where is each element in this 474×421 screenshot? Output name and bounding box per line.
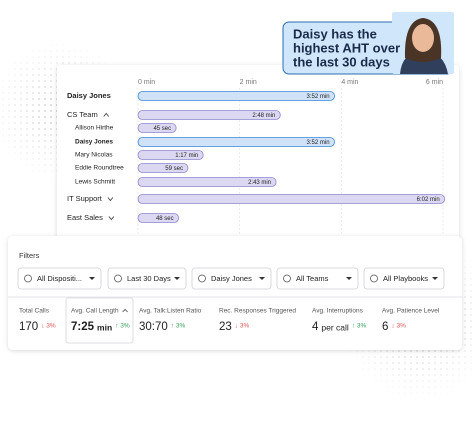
filter-option: Last 30 Days — [127, 274, 171, 283]
row-label: CS Team — [67, 110, 98, 119]
metric-value: 6 — [382, 321, 388, 333]
filter-dropdown[interactable] — [276, 267, 359, 290]
metric-unit: per call — [321, 322, 349, 332]
dropdown-caret — [346, 277, 352, 280]
x-tick-label: 4 min — [341, 79, 358, 86]
row-label: Lewis Schmitt — [75, 179, 115, 186]
metric-label: Avg. Interruptions — [312, 308, 364, 315]
row-label: Daisy Jones — [67, 91, 111, 100]
chart: 0 min 2 min 4 min 6 min Daisy Jones 3:52 min C… — [67, 79, 446, 240]
sort-caret[interactable] — [122, 308, 128, 313]
metric-unit: min — [97, 322, 112, 332]
dropdown-caret — [259, 277, 265, 280]
callout-line: the last 30 days — [293, 54, 390, 69]
expand-caret[interactable] — [108, 216, 115, 221]
dropdown-caret — [89, 277, 95, 280]
filter-option: Daisy Jones — [211, 274, 252, 283]
metric-label: Avg. Patience Level — [382, 308, 440, 315]
bar — [137, 163, 189, 173]
bar-label: 3:52 min — [307, 94, 330, 100]
bar-label: 3:52 min — [307, 140, 330, 146]
bar — [137, 177, 277, 187]
x-tick-label: 6 min — [426, 79, 443, 86]
metric-label: Rec. Responses Triggered — [219, 308, 296, 315]
filter-icon — [198, 274, 206, 283]
expand-caret[interactable] — [103, 112, 110, 117]
metric-delta: ↑ 3% — [352, 323, 367, 330]
x-tick-label: 2 min — [240, 79, 257, 86]
bar — [137, 194, 446, 204]
row-label: East Sales — [67, 213, 103, 222]
metric-value: 170 — [19, 321, 38, 333]
callout-line: highest AHT over — [293, 40, 400, 55]
bar-label: 2:43 min — [248, 180, 271, 186]
row-label: Daisy Jones — [75, 139, 113, 146]
bar — [137, 123, 177, 133]
bar — [137, 150, 204, 160]
callout-line: Daisy has the — [293, 26, 377, 41]
bar-label: 59 sec — [165, 166, 183, 172]
row-label: Allison Hirthe — [75, 125, 114, 132]
bar-label: 45 sec — [153, 126, 171, 132]
bar-label: 6:02 min — [417, 197, 440, 203]
metric-value: 7:25 — [71, 321, 95, 333]
bar-label: 1:17 min — [175, 153, 198, 159]
bar — [137, 110, 281, 120]
filters: Filters All Dispositi... Last 30 Days Daisy… — [17, 251, 445, 290]
filter-icon — [370, 274, 378, 283]
metric-delta: ↑ 3% — [115, 323, 130, 330]
metric-value: 4 — [312, 321, 319, 333]
filter-dropdown[interactable] — [191, 267, 272, 290]
bar-label: 2:48 min — [252, 113, 275, 119]
filter-dropdown[interactable] — [107, 267, 187, 290]
filter-dropdown[interactable] — [17, 267, 102, 290]
row-label: IT Support — [67, 194, 103, 203]
row-label: Mary Nicolas — [75, 152, 113, 159]
bar — [137, 137, 335, 147]
metric-label: Avg. Call Length — [71, 308, 119, 315]
metric-value: 30:70 — [139, 321, 168, 333]
bar — [137, 213, 180, 223]
filter-option: All Playbooks — [383, 274, 428, 283]
filter-dropdown[interactable] — [363, 267, 445, 290]
bar — [137, 91, 335, 101]
metric-label: Avg. Talk:Listen Ratio — [139, 308, 202, 315]
avatar — [392, 12, 454, 74]
dropdown-caret — [432, 277, 438, 280]
filter-option: All Teams — [296, 274, 329, 283]
filter-icon — [283, 274, 291, 283]
metric-delta: ↓ 3% — [391, 323, 406, 330]
filter-icon — [114, 274, 122, 283]
metric-value: 23 — [219, 321, 232, 333]
x-tick-label: 0 min — [138, 79, 155, 86]
metric-delta: ↓ 3% — [41, 323, 56, 330]
metric-label: Total Calls — [19, 308, 50, 315]
filter-icon — [24, 274, 32, 283]
filter-option: All Dispositi... — [37, 274, 82, 283]
metric-delta: ↑ 3% — [171, 323, 186, 330]
filters-title: Filters — [19, 251, 40, 260]
metric-selected — [65, 297, 134, 344]
dropdown-caret — [174, 277, 180, 280]
bar-label: 48 sec — [156, 216, 174, 222]
row-label: Eddie Roundtree — [75, 165, 124, 172]
metric-delta: ↓ 3% — [235, 323, 250, 330]
expand-caret[interactable] — [107, 197, 114, 202]
